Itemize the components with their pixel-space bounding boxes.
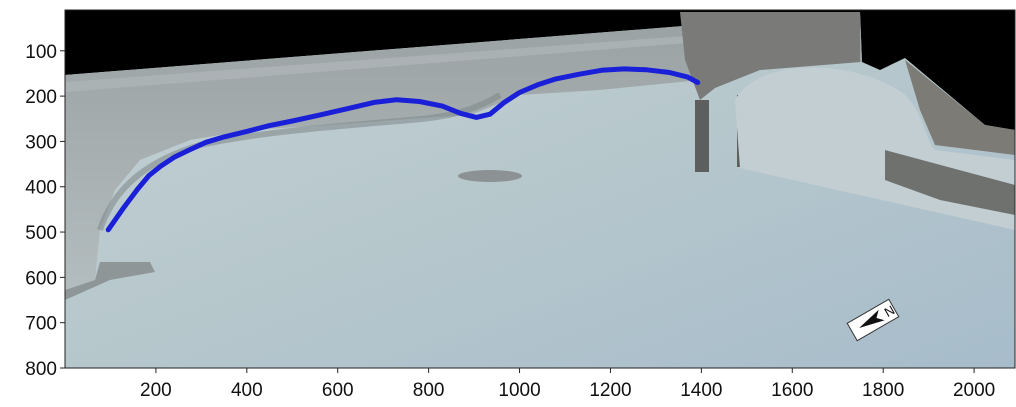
x-tick-label: 200 (140, 380, 172, 401)
x-axis: 200 400 600 800 1000 1200 1400 1600 1800 2000 (140, 368, 995, 401)
y-tick-label: 600 (25, 268, 57, 289)
x-tick-label: 1800 (862, 380, 904, 401)
x-tick-label: 800 (413, 380, 445, 401)
y-axis: 100 200 300 400 500 600 700 800 (25, 42, 65, 380)
beach-sand (65, 12, 862, 290)
x-tick-label: 1600 (771, 380, 813, 401)
x-tick-label: 1400 (680, 380, 722, 401)
y-tick-label: 100 (25, 42, 57, 63)
x-tick-label: 1200 (589, 380, 631, 401)
plot-frame (64, 9, 1016, 369)
harbour-structure (680, 12, 860, 100)
y-tick-label: 700 (25, 314, 57, 335)
series-line-0 (105, 66, 701, 233)
y-tick-label: 500 (25, 223, 57, 244)
aerial-photo (65, 10, 1015, 368)
pier-1 (695, 100, 709, 172)
wet-sand-edge (97, 92, 502, 231)
north-arrow: N (846, 298, 900, 342)
right-rocks (905, 60, 1015, 155)
north-arrow-icon (859, 309, 885, 328)
road-band (65, 35, 700, 92)
y-tick-label: 200 (25, 87, 57, 108)
x-tick-label: 600 (322, 380, 354, 401)
series-layer (105, 66, 701, 233)
x-tick-label: 2000 (953, 380, 995, 401)
y-tick-label: 800 (25, 359, 57, 380)
x-tick-label: 400 (231, 380, 263, 401)
sand-spit (65, 262, 155, 300)
x-tick-label: 1000 (498, 380, 540, 401)
y-tick-label: 400 (25, 178, 57, 199)
right-jetty (885, 150, 1015, 215)
water-feature (458, 170, 522, 182)
y-tick-label: 300 (25, 132, 57, 153)
